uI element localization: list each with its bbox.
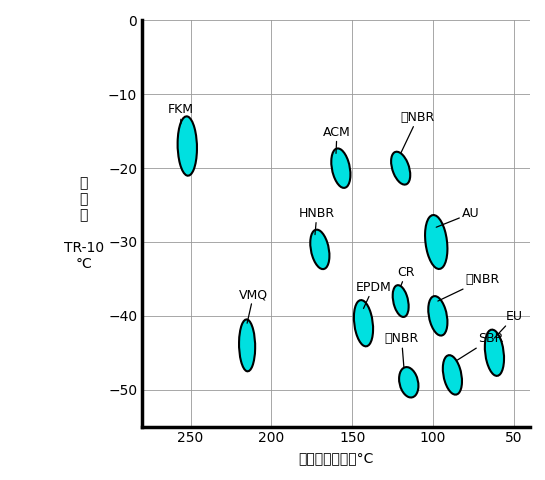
Text: FKM: FKM	[168, 104, 194, 124]
Text: 高NBR: 高NBR	[401, 111, 435, 154]
X-axis label: 耐熱性　　温度°C: 耐熱性 温度°C	[298, 451, 374, 465]
Text: ACM: ACM	[323, 126, 351, 154]
Ellipse shape	[178, 116, 197, 176]
Text: EU: EU	[494, 310, 523, 338]
Text: 中NBR: 中NBR	[438, 273, 500, 301]
Ellipse shape	[399, 367, 419, 397]
Ellipse shape	[443, 355, 462, 395]
Text: CR: CR	[397, 266, 415, 286]
Text: SBR: SBR	[457, 332, 504, 360]
Ellipse shape	[239, 319, 255, 372]
Ellipse shape	[393, 285, 409, 317]
Text: HNBR: HNBR	[299, 207, 335, 235]
Ellipse shape	[391, 152, 410, 185]
Ellipse shape	[310, 229, 329, 269]
Text: 低NBR: 低NBR	[385, 332, 419, 368]
Ellipse shape	[428, 296, 447, 336]
Ellipse shape	[485, 330, 504, 376]
Text: VMQ: VMQ	[239, 288, 268, 323]
Ellipse shape	[425, 215, 447, 269]
Ellipse shape	[354, 300, 373, 347]
Ellipse shape	[331, 148, 350, 188]
Text: AU: AU	[436, 207, 480, 227]
Text: EPDM: EPDM	[355, 281, 391, 309]
Text: 耐
寒
性

TR-10
°C: 耐 寒 性 TR-10 °C	[64, 176, 104, 271]
